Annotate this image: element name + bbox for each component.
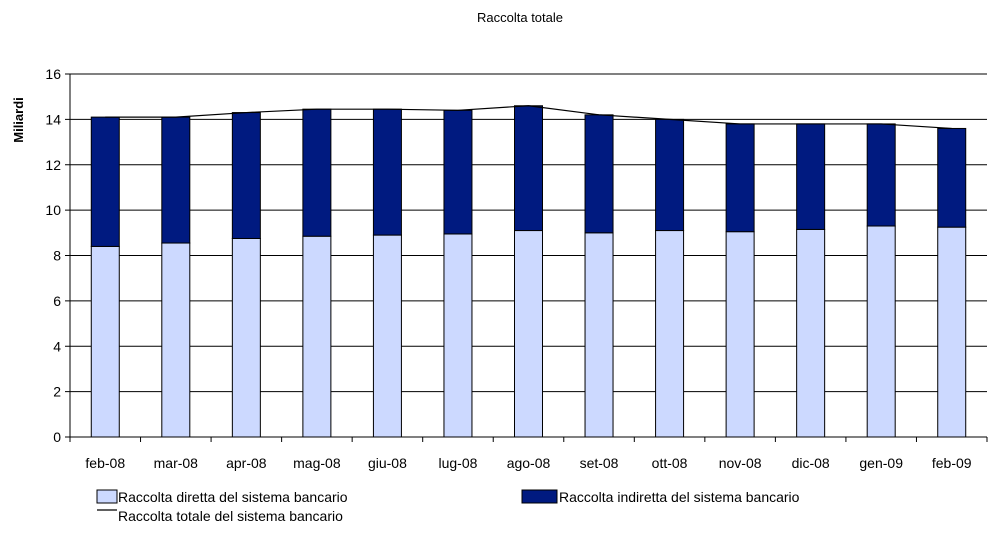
- bar-raccolta-diretta: [372, 234, 402, 438]
- x-tick-label: feb-09: [932, 455, 972, 471]
- x-tick-label: apr-08: [226, 455, 267, 471]
- bar-raccolta-indiretta: [937, 127, 967, 228]
- bar-raccolta-indiretta: [372, 108, 402, 236]
- bar-raccolta-indiretta: [90, 116, 120, 247]
- total-line: [105, 105, 952, 130]
- bar-raccolta-indiretta: [161, 116, 191, 244]
- x-tick-label: lug-08: [439, 455, 478, 471]
- line-raccolta-totale: [105, 105, 952, 130]
- bar-raccolta-indiretta: [302, 108, 332, 237]
- bar-raccolta-diretta: [937, 226, 967, 438]
- x-tick-label: ago-08: [507, 455, 551, 471]
- y-tick-label: 2: [53, 384, 61, 400]
- x-tick-label: giu-08: [368, 455, 407, 471]
- legend-swatch-indiretta: [521, 489, 558, 504]
- y-tick-label: 14: [45, 111, 61, 127]
- bar-raccolta-indiretta: [443, 109, 473, 235]
- x-tick-label: nov-08: [719, 455, 762, 471]
- y-tick-label: 0: [53, 429, 61, 445]
- bar-raccolta-diretta: [90, 245, 120, 438]
- y-tick-label: 16: [45, 66, 61, 82]
- bar-raccolta-diretta: [231, 237, 261, 438]
- x-tick-label: ott-08: [652, 455, 688, 471]
- bar-raccolta-diretta: [514, 230, 543, 438]
- x-tick-label: mar-08: [154, 455, 199, 471]
- x-tick-label: set-08: [580, 455, 619, 471]
- bar-raccolta-indiretta: [655, 118, 685, 232]
- bar-raccolta-indiretta: [796, 123, 826, 230]
- bar-raccolta-diretta: [725, 231, 755, 438]
- y-tick-label: 4: [53, 338, 61, 354]
- bar-raccolta-indiretta: [231, 112, 261, 239]
- legend-label-diretta: Raccolta diretta del sistema bancario: [118, 489, 348, 505]
- y-tick-label: 8: [53, 248, 61, 264]
- axes: 0 2 4 6 8 10 12 14 16 feb-08 mar-08 apr-08 mag-08 giu…: [45, 66, 988, 471]
- y-axis-label: Miliardi: [11, 97, 26, 143]
- x-tick-label: gen-09: [859, 455, 903, 471]
- bar-raccolta-diretta: [443, 233, 473, 438]
- bar-raccolta-indiretta: [725, 123, 755, 233]
- bar-raccolta-diretta: [796, 228, 826, 438]
- bar-raccolta-diretta: [161, 242, 191, 438]
- bar-raccolta-indiretta: [514, 105, 543, 232]
- bar-raccolta-diretta: [584, 232, 614, 438]
- bar-raccolta-indiretta: [866, 123, 896, 227]
- bar-raccolta-indiretta: [584, 114, 614, 234]
- legend-label-indiretta: Raccolta indiretta del sistema bancario: [559, 489, 800, 505]
- legend: Raccolta diretta del sistema bancario Rac…: [96, 489, 800, 524]
- x-tick-label: mag-08: [293, 455, 341, 471]
- x-tick-label: dic-08: [792, 455, 830, 471]
- y-tick-label: 10: [45, 202, 61, 218]
- bars: [90, 105, 967, 438]
- x-tick-label: feb-08: [85, 455, 125, 471]
- legend-swatch-diretta: [96, 489, 118, 504]
- bar-raccolta-diretta: [655, 230, 685, 438]
- legend-label-totale: Raccolta totale del sistema bancario: [118, 508, 343, 524]
- bar-raccolta-diretta: [302, 235, 332, 438]
- bar-raccolta-diretta: [866, 225, 896, 438]
- y-tick-label: 6: [53, 293, 61, 309]
- chart-title: Raccolta totale: [477, 10, 563, 25]
- y-tick-label: 12: [45, 157, 61, 173]
